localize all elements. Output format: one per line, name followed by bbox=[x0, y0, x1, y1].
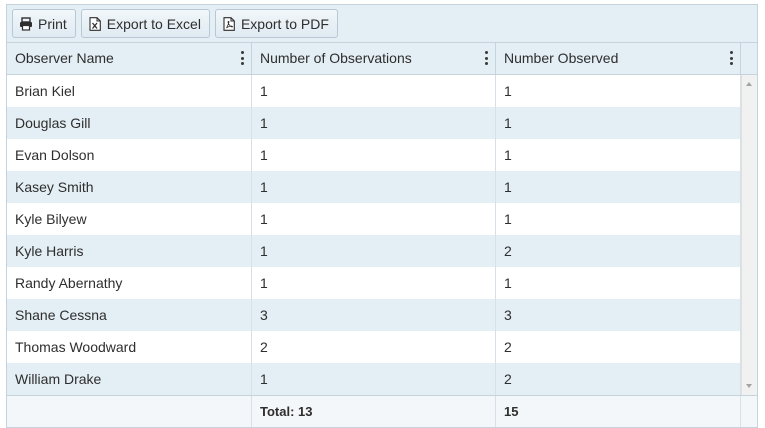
observations-cell: 1 bbox=[252, 139, 496, 171]
observed-cell: 1 bbox=[496, 75, 741, 107]
vertical-scrollbar[interactable] bbox=[741, 75, 757, 395]
observed-cell: 1 bbox=[496, 267, 741, 299]
table-row[interactable]: Shane Cessna 3 3 bbox=[7, 299, 741, 331]
table-row[interactable]: Kasey Smith 1 1 bbox=[7, 171, 741, 203]
observer-name-cell: Thomas Woodward bbox=[7, 331, 252, 363]
table-row[interactable]: Randy Abernathy 1 1 bbox=[7, 267, 741, 299]
column-header-label: Observer Name bbox=[15, 50, 114, 66]
observer-grid: Print Export to Excel Export to PDF bbox=[6, 4, 758, 428]
kebab-menu-icon[interactable] bbox=[239, 51, 245, 66]
observations-cell: 1 bbox=[252, 107, 496, 139]
table-row[interactable]: Brian Kiel 1 1 bbox=[7, 75, 741, 107]
export-excel-label: Export to Excel bbox=[106, 15, 201, 32]
observations-cell: 1 bbox=[252, 203, 496, 235]
observer-name-cell: Shane Cessna bbox=[7, 299, 252, 331]
grid-header: Observer Name Number of Observations Num… bbox=[7, 43, 757, 75]
observer-name-cell: Douglas Gill bbox=[7, 107, 252, 139]
footer-name-cell bbox=[7, 396, 252, 427]
export-pdf-button[interactable]: Export to PDF bbox=[214, 9, 338, 38]
scroll-up-arrow-icon[interactable] bbox=[746, 82, 752, 86]
column-header-label: Number Observed bbox=[504, 50, 619, 66]
column-header-number-of-observations[interactable]: Number of Observations bbox=[252, 43, 496, 74]
observations-cell: 1 bbox=[252, 75, 496, 107]
column-header-number-observed[interactable]: Number Observed bbox=[496, 43, 741, 74]
grid-body: Brian Kiel 1 1 Douglas Gill 1 1 Evan Dol… bbox=[7, 75, 741, 395]
observed-cell: 2 bbox=[496, 235, 741, 267]
column-header-label: Number of Observations bbox=[260, 50, 412, 66]
pdf-file-icon bbox=[222, 16, 236, 31]
table-row[interactable]: Kyle Bilyew 1 1 bbox=[7, 203, 741, 235]
observed-cell: 1 bbox=[496, 203, 741, 235]
observer-name-cell: Brian Kiel bbox=[7, 75, 252, 107]
observed-cell: 1 bbox=[496, 171, 741, 203]
observed-cell: 2 bbox=[496, 363, 741, 395]
observer-name-cell: Randy Abernathy bbox=[7, 267, 252, 299]
excel-file-icon bbox=[88, 16, 102, 31]
observed-cell: 2 bbox=[496, 331, 741, 363]
footer-observations-total: Total: 13 bbox=[252, 396, 496, 427]
observations-cell: 2 bbox=[252, 331, 496, 363]
footer-observed-total: 15 bbox=[496, 396, 741, 427]
observer-name-cell: William Drake bbox=[7, 363, 252, 395]
observed-cell: 1 bbox=[496, 139, 741, 171]
scroll-down-arrow-icon[interactable] bbox=[746, 384, 752, 388]
table-row[interactable]: Douglas Gill 1 1 bbox=[7, 107, 741, 139]
observer-name-cell: Kyle Harris bbox=[7, 235, 252, 267]
column-header-observer-name[interactable]: Observer Name bbox=[7, 43, 252, 74]
kebab-menu-icon[interactable] bbox=[728, 51, 734, 66]
kebab-menu-icon[interactable] bbox=[483, 51, 489, 66]
observer-name-cell: Kasey Smith bbox=[7, 171, 252, 203]
observer-name-cell: Evan Dolson bbox=[7, 139, 252, 171]
table-row[interactable]: Evan Dolson 1 1 bbox=[7, 139, 741, 171]
observations-cell: 1 bbox=[252, 363, 496, 395]
grid-toolbar: Print Export to Excel Export to PDF bbox=[7, 5, 757, 43]
printer-icon bbox=[19, 16, 33, 31]
observations-cell: 1 bbox=[252, 235, 496, 267]
observed-cell: 3 bbox=[496, 299, 741, 331]
export-excel-button[interactable]: Export to Excel bbox=[80, 9, 210, 38]
table-row[interactable]: William Drake 1 2 bbox=[7, 363, 741, 395]
observations-cell: 1 bbox=[252, 267, 496, 299]
observed-cell: 1 bbox=[496, 107, 741, 139]
export-pdf-label: Export to PDF bbox=[240, 15, 329, 32]
observations-cell: 3 bbox=[252, 299, 496, 331]
print-label: Print bbox=[38, 15, 67, 32]
print-button[interactable]: Print bbox=[12, 9, 76, 38]
observations-cell: 1 bbox=[252, 171, 496, 203]
table-row[interactable]: Kyle Harris 1 2 bbox=[7, 235, 741, 267]
grid-footer: Total: 13 15 bbox=[7, 395, 757, 427]
table-row[interactable]: Thomas Woodward 2 2 bbox=[7, 331, 741, 363]
observer-name-cell: Kyle Bilyew bbox=[7, 203, 252, 235]
